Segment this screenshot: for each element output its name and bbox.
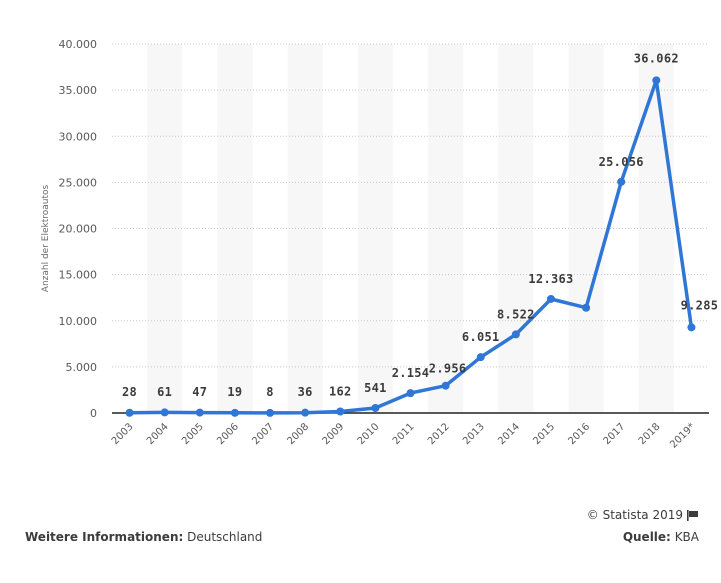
data-point[interactable]: [371, 404, 380, 413]
y-tick-label: 10.000: [59, 315, 98, 328]
data-label: 162: [329, 385, 352, 399]
column-band: [498, 44, 534, 413]
y-tick-label: 5.000: [66, 361, 98, 374]
data-label: 8: [266, 385, 274, 399]
x-tick-label: 2010: [356, 421, 382, 447]
y-tick-label: 25.000: [59, 176, 98, 189]
x-tick-label: 2003: [110, 421, 136, 447]
series-line: [129, 78, 694, 415]
data-point[interactable]: [652, 76, 661, 85]
data-labels: 28 61 47 19 8 36 162 541 2.154 2.956 6.051 8.522 12.…: [122, 51, 718, 399]
x-tick-label: 2012: [426, 421, 452, 447]
x-tick-label: 2015: [531, 421, 557, 447]
data-label: 2.154: [392, 366, 430, 380]
copyright-row[interactable]: © Statista 2019: [587, 508, 699, 522]
data-point[interactable]: [301, 408, 310, 417]
x-tick-label: 2005: [180, 421, 206, 447]
data-label: 36: [298, 385, 313, 399]
data-point[interactable]: [266, 408, 275, 417]
x-tick-label: 2009: [321, 421, 347, 447]
data-label: 6.051: [462, 330, 500, 344]
data-label: 61: [157, 385, 172, 399]
data-label: 541: [364, 381, 387, 395]
data-label: 2.956: [429, 362, 467, 376]
y-tick-label: 15.000: [59, 269, 98, 282]
x-tick-label: 2017: [602, 421, 628, 447]
data-point[interactable]: [511, 330, 520, 339]
data-point[interactable]: [125, 408, 134, 417]
copyright-text[interactable]: © Statista 2019: [586, 508, 683, 522]
x-tick-label: 2011: [391, 421, 417, 447]
source-value: KBA: [674, 530, 699, 544]
y-tick-label: 20.000: [59, 223, 98, 236]
data-point[interactable]: [546, 294, 555, 303]
data-point[interactable]: [687, 323, 696, 332]
x-tick-label: 2004: [145, 421, 171, 447]
more-info: Weitere Informationen: Deutschland: [25, 530, 262, 544]
data-label: 9.285: [681, 298, 719, 312]
data-point[interactable]: [441, 381, 450, 390]
x-tick-label: 2018: [637, 421, 663, 447]
x-tick-label: 2007: [250, 421, 276, 447]
data-point[interactable]: [476, 353, 485, 362]
x-tick-label: 2019*: [668, 421, 697, 450]
data-point[interactable]: [336, 407, 345, 416]
data-point[interactable]: [195, 408, 204, 417]
more-info-value: Deutschland: [187, 530, 263, 544]
source: Quelle: KBA: [623, 530, 699, 544]
data-point[interactable]: [160, 408, 169, 417]
gridlines: [112, 43, 709, 368]
x-tick-label: 2016: [566, 421, 592, 447]
data-point[interactable]: [406, 389, 415, 398]
data-label: 47: [192, 385, 207, 399]
data-point[interactable]: [230, 408, 239, 417]
data-label: 25.056: [599, 155, 644, 169]
y-tick-label: 0: [90, 407, 97, 420]
column-band: [638, 44, 674, 413]
line-chart: 0 5.000 10.000 15.000 20.000 25.000 30.000 35.0…: [41, 38, 718, 451]
y-tick-label: 40.000: [59, 38, 98, 51]
flag-icon[interactable]: [687, 509, 699, 521]
x-axis-ticks: 2003 2004 2005 2006 2007 2008 2009 2010 2011 2012…: [110, 421, 698, 450]
x-tick-label: 2014: [496, 421, 522, 447]
y-tick-label: 30.000: [59, 130, 98, 143]
data-label: 12.363: [528, 272, 573, 286]
column-band: [357, 44, 393, 413]
data-label: 19: [227, 385, 242, 399]
x-tick-label: 2006: [215, 421, 241, 447]
y-axis-label: Anzahl der Elektroautos: [41, 184, 51, 292]
data-point[interactable]: [582, 303, 591, 312]
x-tick-label: 2008: [285, 421, 311, 447]
data-points: [125, 76, 696, 417]
data-label: 28: [122, 385, 137, 399]
data-point[interactable]: [617, 177, 626, 186]
data-label: 8.522: [497, 307, 535, 321]
data-label: 36.062: [634, 51, 679, 65]
y-tick-label: 35.000: [59, 84, 98, 97]
source-label: Quelle:: [622, 530, 671, 544]
y-axis-ticks: 0 5.000 10.000 15.000 20.000 25.000 30.000 35.0…: [59, 38, 98, 420]
column-band: [147, 44, 183, 413]
more-info-label: Weitere Informationen:: [25, 530, 184, 544]
x-tick-label: 2013: [461, 421, 487, 447]
